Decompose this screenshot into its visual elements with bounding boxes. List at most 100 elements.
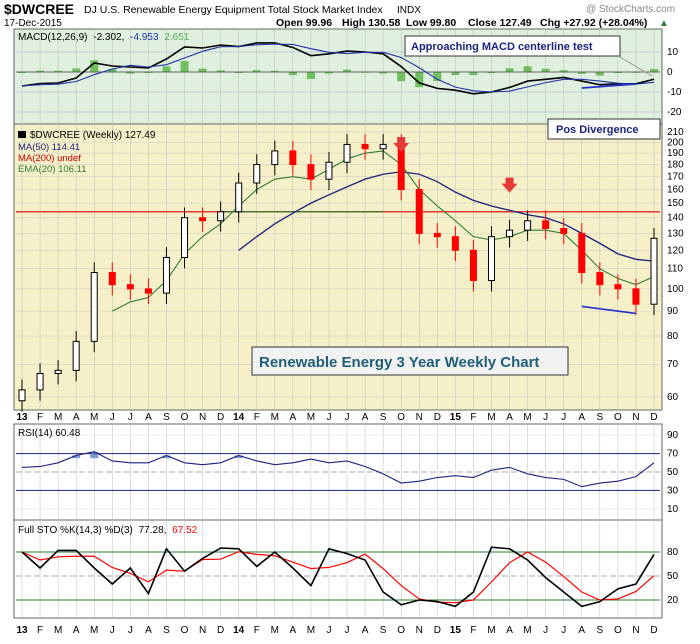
macd-histogram-bar	[415, 72, 424, 88]
rsi-overbought-fill	[234, 455, 243, 459]
x-tick-label: A	[506, 412, 513, 423]
x-tick-label-bottom: J	[345, 625, 350, 636]
x-tick-label: D	[217, 412, 224, 423]
macd-histogram-bar	[252, 70, 261, 72]
price-y-tick: 70	[667, 359, 679, 370]
x-tick-label: J	[128, 412, 133, 423]
axis-labels: 1313FFMMAAMMJJJJAASSOONNDD1414FFMMAAMMJJ…	[16, 47, 684, 636]
macd-histogram-bar	[18, 72, 26, 73]
rsi-line	[21, 451, 655, 488]
x-tick-label-bottom: D	[650, 625, 657, 636]
x-tick-label-bottom: N	[632, 625, 639, 636]
price-candle	[72, 340, 80, 371]
x-tick-label: 13	[16, 412, 28, 423]
price-y-tick: 130	[667, 228, 684, 239]
chart-title-box	[251, 346, 569, 376]
macd-histogram-bar	[270, 70, 279, 72]
sto-legend-label: Full STO %K(14,3) %D(3)	[18, 525, 133, 536]
price-y-tick: 140	[667, 213, 684, 224]
macd-histogram-bar	[343, 69, 352, 72]
price-candle	[361, 143, 369, 150]
macd-signal-line	[21, 43, 655, 93]
macd-histogram-bar	[180, 61, 189, 72]
x-tick-label: F	[254, 412, 260, 423]
macd-plot	[16, 42, 660, 95]
x-tick-label-bottom: A	[506, 625, 513, 636]
x-tick-label-bottom: F	[470, 625, 476, 636]
macd-y-tick: 0	[667, 67, 673, 78]
exchange-label: INDX	[397, 5, 421, 16]
x-tick-label-bottom: O	[397, 625, 405, 636]
rsi-y-tick: 10	[667, 504, 679, 515]
price-candle	[18, 389, 26, 402]
price-candle	[36, 373, 44, 391]
x-tick-label-bottom: M	[271, 625, 279, 636]
x-tick-label: A	[362, 412, 369, 423]
price-y-tick: 200	[667, 137, 684, 148]
sto-legend-k: 77.28,	[139, 525, 167, 536]
low-value: Low 99.80	[406, 17, 456, 29]
rsi-overbought-fill	[72, 455, 81, 459]
sto-k-line	[21, 546, 655, 608]
price-candle	[379, 143, 387, 150]
x-tick-label: M	[487, 412, 495, 423]
sto-y-tick: 20	[667, 595, 679, 606]
x-tick-label-bottom: O	[181, 625, 189, 636]
price-y-tick: 180	[667, 160, 684, 171]
price-candle	[469, 249, 477, 282]
macd-annotation-box	[404, 35, 621, 57]
x-tick-label-bottom: N	[199, 625, 206, 636]
macd-histogram-bar	[144, 72, 153, 73]
x-tick-label-bottom: J	[543, 625, 548, 636]
price-y-tick: 160	[667, 184, 684, 195]
price-candle	[343, 143, 351, 163]
x-tick-label: S	[163, 412, 170, 423]
macd-histogram-bar	[541, 68, 550, 72]
x-tick-label: F	[470, 412, 476, 423]
rsi-legend: RSI(14) 60.48	[18, 428, 81, 439]
price-legend-series: $DWCREE (Weekly) 127.49	[30, 130, 156, 141]
macd-histogram-bar	[198, 68, 207, 72]
macd-legend-v3: 2.651	[164, 32, 189, 43]
macd-histogram-bar	[306, 72, 315, 79]
rsi-overbought-fill	[90, 451, 99, 459]
x-tick-label: M	[271, 412, 279, 423]
x-tick-label-bottom: F	[254, 625, 260, 636]
x-tick-label: S	[596, 412, 603, 423]
price-candle	[199, 217, 207, 222]
x-tick-label: J	[326, 412, 331, 423]
x-tick-label: M	[523, 412, 531, 423]
macd-histogram-bar	[126, 72, 135, 74]
x-tick-label: M	[307, 412, 315, 423]
x-tick-label-bottom: D	[434, 625, 441, 636]
macd-histogram-bar	[36, 70, 45, 72]
price-y-tick: 190	[667, 148, 684, 159]
price-y-tick: 170	[667, 172, 684, 183]
price-y-tick: 110	[667, 264, 683, 275]
sto-y-tick: 80	[667, 547, 679, 558]
x-tick-label: O	[181, 412, 189, 423]
macd-histogram-bar	[90, 60, 99, 72]
rsi-y-tick: 50	[667, 467, 679, 478]
x-tick-label-bottom: A	[578, 625, 585, 636]
macd-histogram-bar	[613, 72, 622, 73]
macd-histogram-bar	[505, 68, 514, 72]
macd-histogram-bar	[72, 68, 81, 72]
x-tick-label-bottom: S	[380, 625, 387, 636]
x-tick-label: A	[145, 412, 152, 423]
price-candle	[433, 232, 441, 238]
macd-histogram-bar	[216, 70, 225, 72]
x-tick-label: M	[90, 412, 98, 423]
macd-y-tick: 10	[667, 47, 679, 58]
macd-histogram-bar	[162, 66, 171, 72]
macd-histogram-bar	[595, 72, 604, 76]
pos-divergence-text: Pos Divergence	[556, 124, 639, 136]
open-value: Open 99.96	[276, 17, 332, 29]
macd-histogram-bar	[379, 72, 388, 74]
svg-text:RSI(14) 60.48: RSI(14) 60.48	[18, 428, 81, 439]
price-candle	[415, 188, 423, 234]
change-value: Chg +27.92 (+28.04%)	[540, 17, 647, 29]
price-divergence-line	[581, 305, 637, 315]
rsi-y-tick: 30	[667, 485, 679, 496]
x-tick-label: N	[632, 412, 639, 423]
